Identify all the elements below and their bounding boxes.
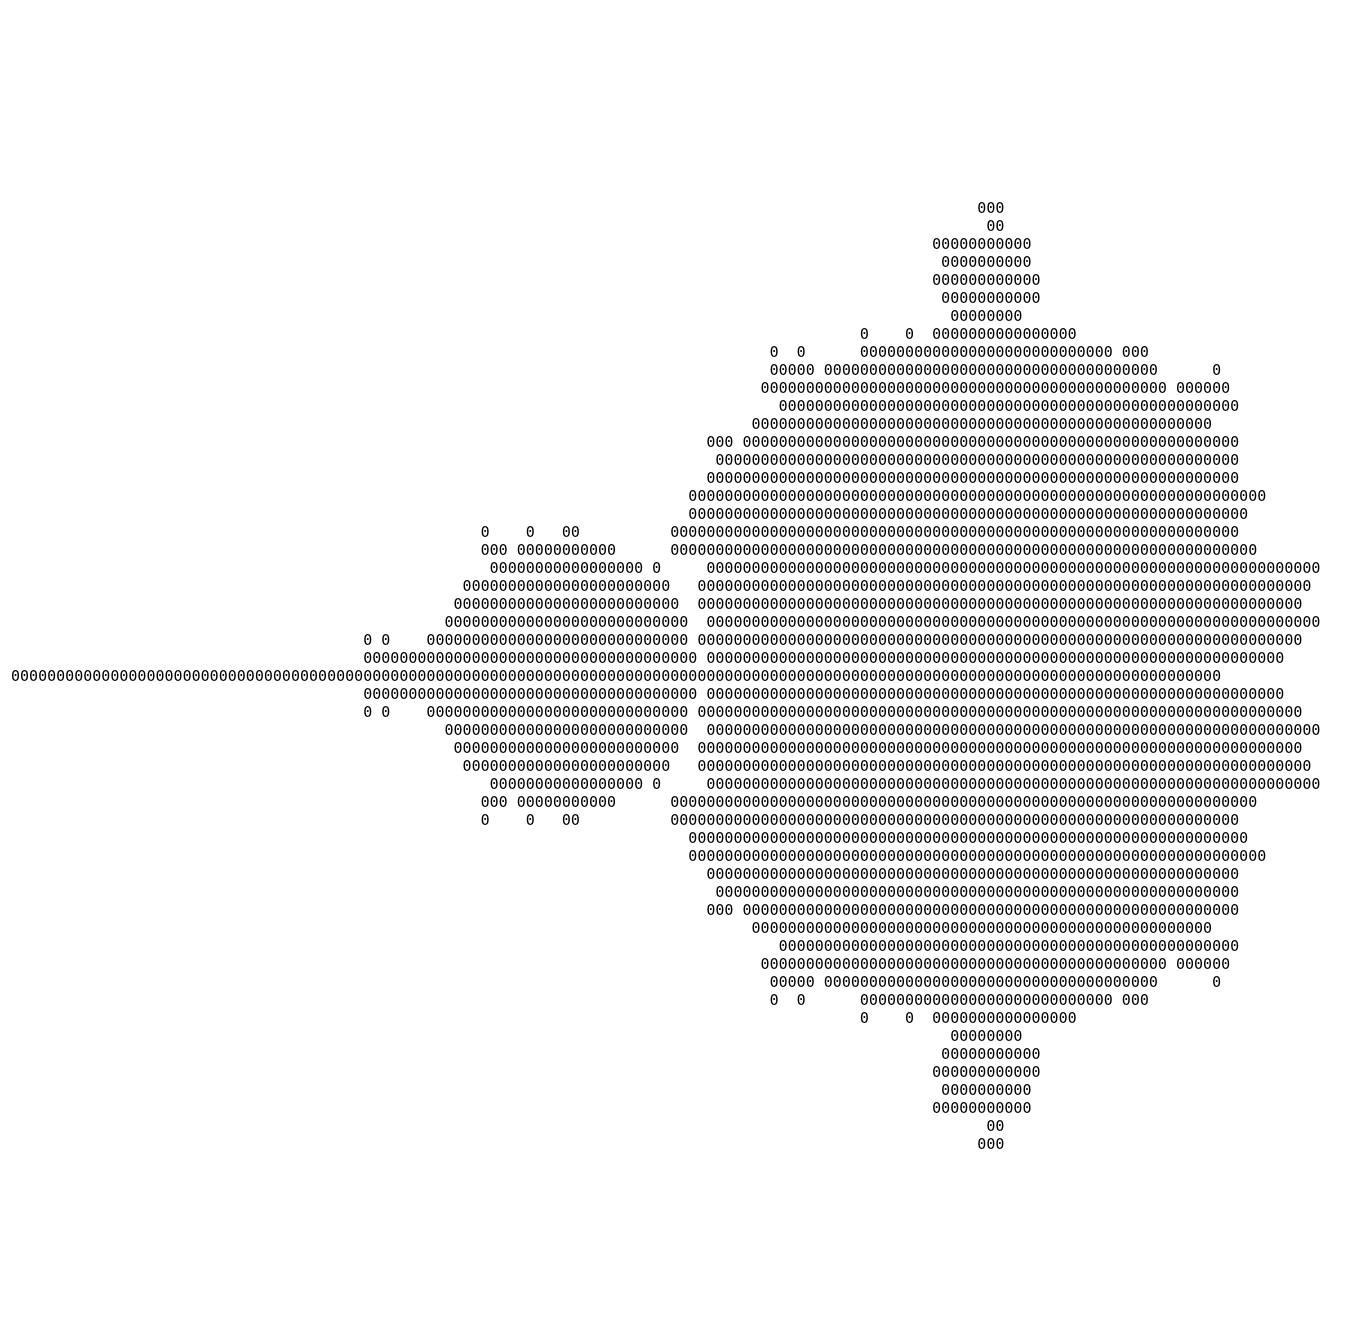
art-line: 00000000 (11, 1027, 1023, 1045)
art-line: 0 0 00 000000000000000000000000000000000… (11, 811, 1240, 829)
art-line: 0000000000000000000000000000000000000000… (11, 451, 1240, 469)
art-line: 000000000000000000000000000 000000000000… (11, 721, 1321, 739)
art-line: 0000000000000000000000000000000000000000… (11, 883, 1240, 901)
art-line: 0000000000000000000000000000000000000000… (11, 667, 1222, 685)
art-line: 00000 0000000000000000000000000000000000… (11, 361, 1222, 379)
art-line: 0000000000000000000000000 00000000000000… (11, 595, 1303, 613)
art-line: 000 00000000000 000000000000000000000000… (11, 541, 1258, 559)
art-line: 00000000000 (11, 289, 1041, 307)
art-line: 000 00000000000 000000000000000000000000… (11, 793, 1258, 811)
art-line: 0000000000000000000000000000000000000000… (11, 415, 1213, 433)
art-line: 0000000000000000000000000000000000000 00… (11, 685, 1285, 703)
art-line: 000 (11, 1135, 1005, 1153)
art-line: 0 0 00000000000000000000000000000 000000… (11, 703, 1303, 721)
art-line: 00000 0000000000000000000000000000000000… (11, 973, 1222, 991)
art-line: 0 0 0000000000000000 (11, 325, 1077, 343)
art-line: 00000000000 (11, 1099, 1032, 1117)
art-line: 0000000000 (11, 1081, 1032, 1099)
art-line: 000 (11, 199, 1005, 217)
art-line: 00000000000 (11, 235, 1032, 253)
art-line: 0000000000000000000000000000000000000000… (11, 397, 1240, 415)
art-line: 0000000000000000000000000 00000000000000… (11, 739, 1303, 757)
art-line: 000000000000000000000000000 000000000000… (11, 613, 1321, 631)
art-line: 0000000000000000000000000000000000000000… (11, 955, 1231, 973)
art-line: 0000000000000000000000000000000000000000… (11, 865, 1240, 883)
art-line: 000 000000000000000000000000000000000000… (11, 433, 1240, 451)
art-line: 000 000000000000000000000000000000000000… (11, 901, 1240, 919)
art-line: 0000000000000000000000000000000000000000… (11, 937, 1240, 955)
art-line: 00000000000000000000000 0000000000000000… (11, 577, 1312, 595)
art-line: 00 (11, 1117, 1005, 1135)
art-line: 0000000000000000000000000000000000000000… (11, 829, 1249, 847)
art-line: 0 0 00 000000000000000000000000000000000… (11, 523, 1240, 541)
art-line: 0000000000000000000000000000000000000 00… (11, 649, 1285, 667)
art-line: 0000000000000000000000000000000000000000… (11, 505, 1249, 523)
art-line: 0000000000000000000000000000000000000000… (11, 487, 1267, 505)
art-line: 000000000000 (11, 271, 1041, 289)
art-line: 00000000000000000 0 00000000000000000000… (11, 559, 1321, 577)
art-line: 0 0 0000000000000000 (11, 1009, 1077, 1027)
art-line: 0 0 00000000000000000000000000000 000000… (11, 631, 1303, 649)
art-line: 0 0 0000000000000000000000000000 000 (11, 343, 1149, 361)
art-line: 00000000 (11, 307, 1023, 325)
art-line: 0000000000000000000000000000000000000000… (11, 469, 1240, 487)
art-line: 00000000000000000000000 0000000000000000… (11, 757, 1312, 775)
ascii-mandelbrot-art: 000 00 (11, 199, 1320, 1153)
art-line: 0000000000000000000000000000000000000000… (11, 919, 1213, 937)
art-line: 00000000000 (11, 1045, 1041, 1063)
art-line: 00000000000000000 0 00000000000000000000… (11, 775, 1321, 793)
art-line: 00 (11, 217, 1005, 235)
art-line: 0 0 0000000000000000000000000000 000 (11, 991, 1149, 1009)
art-line: 0000000000 (11, 253, 1032, 271)
art-line: 0000000000000000000000000000000000000000… (11, 379, 1231, 397)
art-line: 000000000000 (11, 1063, 1041, 1081)
art-line: 0000000000000000000000000000000000000000… (11, 847, 1267, 865)
